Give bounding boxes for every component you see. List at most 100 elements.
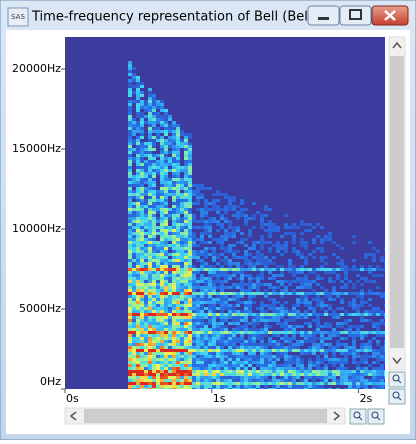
spectrogram-cell: [352, 268, 356, 271]
spectrogram-cell: [140, 208, 144, 211]
spectrogram-cell: [172, 298, 176, 301]
spectrogram-cell: [164, 235, 168, 238]
spectrogram-cell: [340, 349, 344, 352]
spectrogram-cell: [148, 187, 152, 190]
spectrogram-cell: [180, 349, 184, 352]
spectrogram-cell: [348, 376, 352, 379]
horizontal-scrollbar[interactable]: [64, 407, 346, 425]
spectrogram-cell: [360, 343, 364, 346]
spectrogram-cell: [144, 352, 148, 355]
spectrogram-cell: [372, 268, 376, 271]
spectrogram-cell: [376, 349, 380, 352]
spectrogram-cell: [136, 211, 140, 214]
spectrogram-cell: [136, 187, 140, 190]
spectrogram-cell: [220, 304, 224, 307]
spectrogram-cell: [324, 256, 328, 259]
maximize-button[interactable]: [339, 5, 372, 26]
spectrogram-cell: [216, 361, 220, 364]
spectrogram-cell: [296, 304, 300, 307]
spectrogram-cell: [148, 379, 152, 382]
spectrogram-cell: [148, 88, 152, 91]
spectrogram-cell: [184, 346, 188, 349]
spectrogram-cell: [200, 259, 204, 262]
spectrogram-cell: [180, 319, 184, 322]
spectrogram-cell: [188, 289, 192, 292]
spectrogram-cell: [136, 355, 140, 358]
spectrogram-cell: [192, 376, 196, 379]
spectrogram-cell: [128, 160, 132, 163]
spectrogram-cell: [188, 217, 192, 220]
spectrogram-cell: [136, 328, 140, 331]
spectrogram-cell: [196, 373, 200, 376]
spectrogram-cell: [152, 256, 156, 259]
zoom-out-x-button[interactable]: [367, 408, 385, 425]
spectrogram-cell: [292, 343, 296, 346]
spectrogram-cell: [128, 322, 132, 325]
spectrogram-cell: [168, 340, 172, 343]
spectrogram-cell: [336, 295, 340, 298]
spectrogram-cell: [224, 196, 228, 199]
spectrogram-cell: [340, 373, 344, 376]
spectrogram-cell: [196, 283, 200, 286]
minimize-button[interactable]: [307, 5, 340, 26]
spectrogram-cell: [208, 379, 212, 382]
zoom-out-y-button[interactable]: [388, 388, 406, 405]
spectrogram-cell: [248, 382, 252, 385]
spectrogram-cell: [128, 106, 132, 109]
spectrogram-cell: [340, 325, 344, 328]
zoom-in-y-button[interactable]: [388, 371, 406, 388]
spectrogram-cell: [320, 361, 324, 364]
spectrogram-cell: [368, 304, 372, 307]
spectrogram-cell: [368, 373, 372, 376]
spectrogram-cell: [316, 376, 320, 379]
spectrogram-cell: [300, 220, 304, 223]
spectrogram-cell: [204, 385, 208, 388]
spectrogram-cell: [240, 361, 244, 364]
spectrogram-cell: [140, 364, 144, 367]
zoom-in-x-button[interactable]: [349, 408, 367, 425]
spectrogram-cell: [376, 382, 380, 385]
spectrogram-cell: [196, 259, 200, 262]
spectrogram-cell: [176, 193, 180, 196]
spectrogram-cell: [144, 220, 148, 223]
spectrogram-cell: [140, 310, 144, 313]
spectrogram-cell: [352, 292, 356, 295]
spectrogram-cell: [140, 346, 144, 349]
spectrogram-cell: [180, 313, 184, 316]
spectrogram-cell: [280, 283, 284, 286]
spectrogram-cell: [324, 370, 328, 373]
spectrogram-cell: [144, 280, 148, 283]
spectrogram-cell: [176, 340, 180, 343]
spectrogram-cell: [144, 175, 148, 178]
spectrogram-cell: [148, 259, 152, 262]
spectrogram-cell: [304, 277, 308, 280]
close-button[interactable]: [371, 5, 409, 26]
spectrogram-cell: [164, 124, 168, 127]
spectrogram-cell: [312, 370, 316, 373]
spectrogram-cell: [148, 337, 152, 340]
spectrogram-cell: [224, 367, 228, 370]
vertical-scrollbar[interactable]: [388, 36, 406, 371]
spectrogram-cell: [156, 316, 160, 319]
spectrogram-cell: [212, 307, 216, 310]
spectrogram-cell: [296, 343, 300, 346]
spectrogram-cell: [244, 217, 248, 220]
spectrogram-cell: [232, 205, 236, 208]
spectrogram-cell: [236, 226, 240, 229]
spectrogram-cell: [200, 382, 204, 385]
spectrogram-cell: [376, 313, 380, 316]
spectrogram-cell: [168, 298, 172, 301]
spectrogram-cell: [196, 325, 200, 328]
spectrogram-cell: [220, 274, 224, 277]
spectrogram-cell: [128, 67, 132, 70]
spectrogram-cell: [276, 307, 280, 310]
spectrogram-cell: [240, 352, 244, 355]
spectrogram-cell: [300, 277, 304, 280]
spectrogram-cell: [152, 163, 156, 166]
spectrogram-cell: [324, 304, 328, 307]
spectrogram-cell: [192, 292, 196, 295]
spectrogram-cell: [216, 337, 220, 340]
spectrogram-cell: [332, 292, 336, 295]
spectrogram-cell: [160, 268, 164, 271]
spectrogram-cell: [180, 328, 184, 331]
